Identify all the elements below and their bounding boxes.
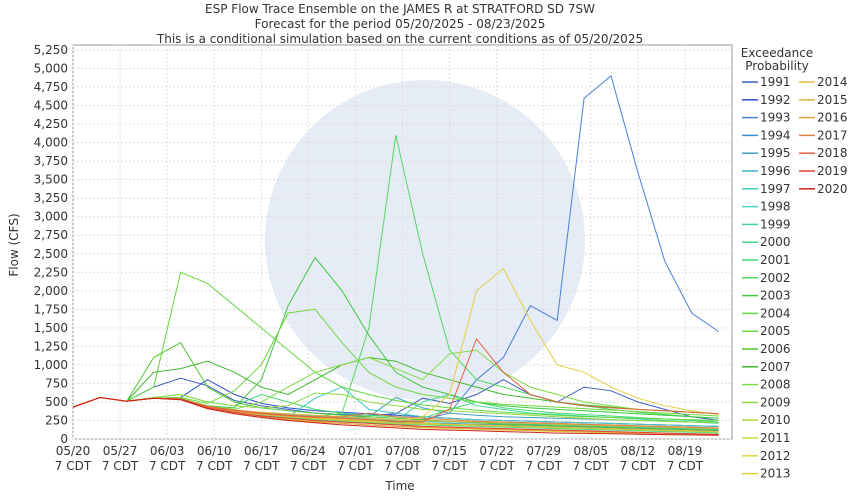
legend-label: 2019 [817, 164, 848, 178]
x-tick-label: 08/12 [621, 444, 656, 458]
y-axis-title: Flow (CFS) [7, 213, 21, 276]
chart-title: ESP Flow Trace Ensemble on the JAMES R a… [205, 2, 595, 16]
series-line [72, 308, 719, 417]
x-tick-label: 7 CDT [290, 459, 327, 473]
x-tick-label: 7 CDT [573, 459, 610, 473]
legend-title: Exceedance [741, 46, 813, 60]
x-tick-label: 07/01 [338, 444, 373, 458]
legend-label: 2001 [760, 253, 791, 267]
x-tick-label: 07/22 [479, 444, 514, 458]
y-tick-label: 750 [45, 376, 68, 390]
legend-label: 2000 [760, 235, 791, 249]
legend-label: 2018 [817, 146, 848, 160]
series-line [72, 396, 719, 436]
legend-label: 2007 [760, 360, 791, 374]
legend-label: 2017 [817, 128, 848, 142]
legend-label: 2003 [760, 289, 791, 303]
y-tick-label: 1,750 [34, 302, 68, 316]
x-tick-label: 06/10 [197, 444, 232, 458]
series-line [72, 349, 719, 415]
legend-label: 2008 [760, 378, 791, 392]
legend-label: 2002 [760, 271, 791, 285]
legend-label: 2014 [817, 75, 848, 89]
legend-label: 2016 [817, 111, 848, 125]
x-tick-label: 7 CDT [243, 459, 280, 473]
x-tick-label: 07/08 [385, 444, 420, 458]
y-tick-label: 3,000 [34, 210, 68, 224]
x-tick-label: 7 CDT [55, 459, 92, 473]
x-tick-label: 7 CDT [431, 459, 468, 473]
legend-label: 1998 [760, 200, 791, 214]
x-tick-label: 7 CDT [196, 459, 233, 473]
x-tick-label: 07/29 [526, 444, 561, 458]
x-tick-label: 7 CDT [337, 459, 374, 473]
legend-title: Probability [745, 59, 808, 73]
y-tick-label: 3,750 [34, 154, 68, 168]
y-tick-label: 3,500 [34, 173, 68, 187]
y-tick-label: 0 [60, 432, 68, 446]
series-line [72, 356, 719, 415]
x-tick-label: 7 CDT [620, 459, 657, 473]
legend-label: 1992 [760, 93, 791, 107]
y-tick-label: 4,250 [34, 117, 68, 131]
y-tick-label: 4,750 [34, 80, 68, 94]
series-line [72, 377, 719, 421]
legend-label: 1991 [760, 75, 791, 89]
x-tick-label: 06/03 [150, 444, 185, 458]
x-tick-label: 06/24 [291, 444, 326, 458]
legend-label: 1995 [760, 146, 791, 160]
legend-label: 2011 [760, 431, 791, 445]
x-tick-label: 08/05 [573, 444, 608, 458]
y-tick-label: 4,500 [34, 99, 68, 113]
y-tick-label: 500 [45, 395, 68, 409]
y-tick-label: 3,250 [34, 191, 68, 205]
legend-label: 2006 [760, 342, 791, 356]
series-line [72, 396, 719, 436]
y-tick-label: 1,000 [34, 358, 68, 372]
legend-label: 1996 [760, 164, 791, 178]
legend-label: 1993 [760, 111, 791, 125]
x-tick-label: 7 CDT [149, 459, 186, 473]
x-tick-label: 05/27 [103, 444, 138, 458]
x-tick-label: 7 CDT [526, 459, 563, 473]
y-tick-label: 1,250 [34, 339, 68, 353]
y-tick-label: 2,000 [34, 284, 68, 298]
y-tick-label: 2,500 [34, 247, 68, 261]
x-tick-label: 08/19 [668, 444, 703, 458]
x-axis-title: Time [384, 479, 414, 493]
legend-label: 1994 [760, 128, 791, 142]
x-tick-label: 7 CDT [667, 459, 704, 473]
series-line [72, 271, 719, 421]
x-tick-label: 7 CDT [478, 459, 515, 473]
x-tick-label: 7 CDT [384, 459, 421, 473]
y-tick-label: 2,750 [34, 228, 68, 242]
y-tick-label: 4,000 [34, 136, 68, 150]
series-line [72, 342, 719, 431]
y-tick-label: 2,250 [34, 265, 68, 279]
x-tick-label: 06/17 [244, 444, 279, 458]
legend-label: 1997 [760, 182, 791, 196]
series-line [72, 392, 719, 424]
x-tick-label: 7 CDT [102, 459, 139, 473]
x-tick-label: 05/20 [56, 444, 91, 458]
x-tick-label: 07/15 [432, 444, 467, 458]
watermark [265, 80, 585, 400]
y-tick-label: 5,000 [34, 62, 68, 76]
legend-label: 2005 [760, 324, 791, 338]
legend-label: 2004 [760, 306, 791, 320]
chart-title: Forecast for the period 05/20/2025 - 08/… [255, 17, 546, 31]
y-tick-label: 5,250 [34, 43, 68, 57]
legend-label: 2020 [817, 182, 848, 196]
chart-title: This is a conditional simulation based o… [156, 32, 643, 46]
legend-label: 1999 [760, 217, 791, 231]
legend-label: 2012 [760, 449, 791, 463]
y-tick-label: 250 [45, 413, 68, 427]
legend-label: 2009 [760, 395, 791, 409]
legend-label: 2015 [817, 93, 848, 107]
legend-label: 2010 [760, 413, 791, 427]
y-tick-label: 1,500 [34, 321, 68, 335]
legend-label: 2013 [760, 467, 791, 481]
